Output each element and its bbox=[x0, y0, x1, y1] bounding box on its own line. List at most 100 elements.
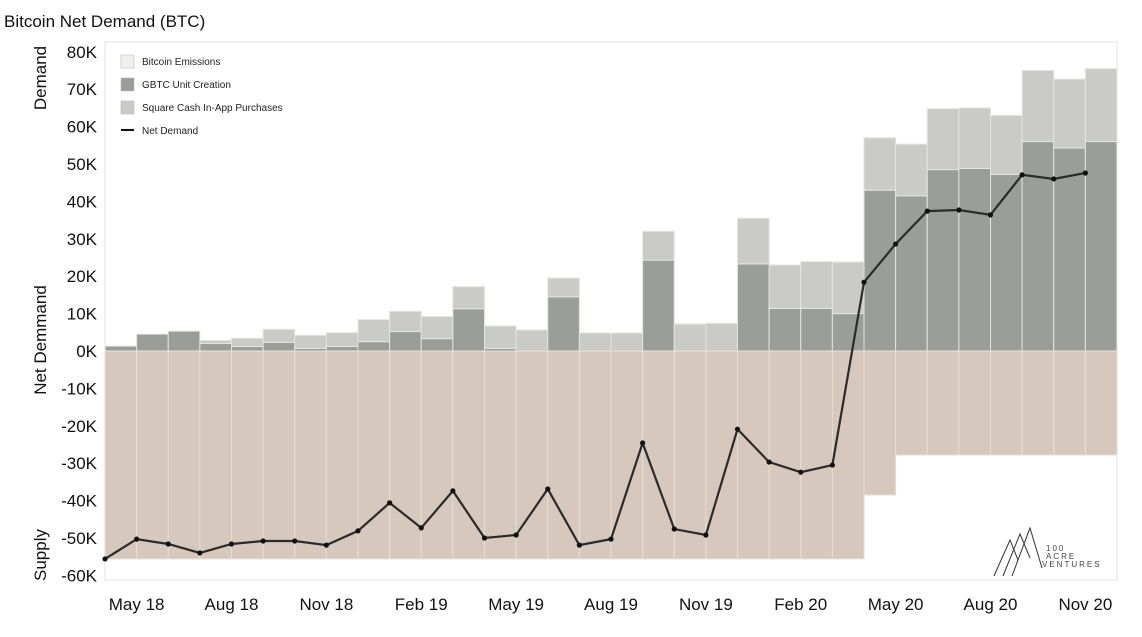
x-tick-label: May 18 bbox=[109, 595, 165, 614]
bar-square-cash bbox=[831, 261, 865, 315]
net-demand-line-layer bbox=[102, 170, 1088, 562]
x-tick-label: Nov 20 bbox=[1058, 595, 1112, 614]
net-demand-point bbox=[260, 538, 266, 544]
bar-bitcoin-emissions bbox=[104, 350, 138, 560]
svg-text:ACRE: ACRE bbox=[1046, 552, 1076, 561]
net-demand-point bbox=[893, 241, 899, 247]
bar-gbtc-unit-creation bbox=[389, 331, 422, 352]
net-demand-point bbox=[987, 212, 994, 218]
x-tick-label: Nov 19 bbox=[679, 595, 733, 614]
bar-gbtc-unit-creation bbox=[136, 333, 169, 352]
bar-bitcoin-emissions bbox=[958, 350, 991, 456]
y-tick-label: 80K bbox=[67, 43, 98, 62]
bar-gbtc-unit-creation bbox=[104, 345, 138, 352]
bar-gbtc-unit-creation bbox=[1021, 141, 1055, 352]
bar-bitcoin-emissions bbox=[895, 350, 928, 456]
y-tick-label: 0K bbox=[76, 342, 97, 361]
bar-gbtc-unit-creation bbox=[895, 195, 928, 352]
bar-gbtc-unit-creation bbox=[958, 167, 991, 352]
bar-gbtc-unit-creation bbox=[325, 346, 359, 352]
bar-gbtc-unit-creation bbox=[768, 307, 802, 352]
net-demand-point bbox=[956, 207, 962, 213]
net-demand-point bbox=[450, 488, 456, 494]
ylabel-supply: Supply bbox=[31, 529, 50, 581]
y-tick-label: -30K bbox=[61, 454, 98, 473]
net-demand-point bbox=[829, 462, 835, 468]
y-tick-label: 60K bbox=[67, 118, 98, 137]
bar-bitcoin-emissions bbox=[389, 350, 422, 560]
bar-bitcoin-emissions bbox=[357, 350, 391, 560]
net-demand-point bbox=[228, 541, 235, 547]
x-tick-label: Aug 20 bbox=[964, 595, 1018, 614]
y-tick-label: -50K bbox=[61, 529, 98, 548]
bar-square-cash bbox=[737, 217, 770, 265]
net-demand-point bbox=[576, 542, 582, 548]
net-demand-point bbox=[703, 532, 709, 538]
svg-text:VENTURES: VENTURES bbox=[1042, 560, 1102, 569]
legend-label: Square Cash In-App Purchases bbox=[142, 103, 283, 114]
y-tick-label: -20K bbox=[61, 417, 98, 436]
bar-gbtc-unit-creation bbox=[863, 189, 897, 352]
bar-bitcoin-emissions bbox=[737, 350, 770, 560]
bar-square-cash bbox=[705, 322, 738, 352]
legend: Bitcoin Emissions GBTC Unit Creation Squar… bbox=[120, 54, 283, 137]
net-demand-point bbox=[1019, 172, 1025, 178]
bar-square-cash bbox=[610, 332, 644, 352]
net-demand-point bbox=[355, 528, 361, 534]
net-demand-point bbox=[924, 208, 930, 214]
y-tick-label: -10K bbox=[61, 379, 98, 398]
bar-bitcoin-emissions bbox=[547, 350, 580, 560]
bar-square-cash bbox=[990, 114, 1023, 175]
bar-gbtc-unit-creation bbox=[737, 263, 770, 352]
y-tick-label: 70K bbox=[67, 80, 98, 99]
bar-bitcoin-emissions bbox=[578, 350, 612, 560]
bar-bitcoin-emissions bbox=[768, 350, 802, 560]
bar-gbtc-unit-creation bbox=[167, 330, 201, 352]
y-tick-label: 30K bbox=[67, 230, 98, 249]
bar-bitcoin-emissions bbox=[262, 350, 296, 560]
bar-bitcoin-emissions bbox=[325, 350, 359, 560]
legend-swatch bbox=[120, 100, 135, 115]
bar-square-cash bbox=[642, 230, 675, 261]
bar-bitcoin-emissions bbox=[990, 350, 1023, 456]
bar-square-cash bbox=[357, 319, 391, 343]
y-tick-label: 20K bbox=[67, 267, 98, 286]
bars-layer bbox=[104, 68, 1118, 560]
net-demand-point bbox=[1082, 170, 1088, 176]
bar-gbtc-unit-creation bbox=[199, 343, 232, 352]
bar-bitcoin-emissions bbox=[420, 350, 454, 560]
bar-square-cash bbox=[484, 325, 517, 349]
net-demand-point bbox=[861, 279, 867, 285]
bar-bitcoin-emissions bbox=[294, 350, 327, 560]
bar-bitcoin-emissions bbox=[452, 350, 485, 560]
bar-bitcoin-emissions bbox=[199, 350, 232, 560]
y-tick-label: -60K bbox=[61, 566, 98, 585]
net-demand-point bbox=[418, 525, 424, 531]
bar-square-cash bbox=[1021, 70, 1055, 143]
bar-bitcoin-emissions bbox=[800, 350, 833, 560]
net-demand-point bbox=[165, 541, 171, 547]
x-axis: May 18 Aug 18 Nov 18 Feb 19 May 19 Aug 19 Nov … bbox=[109, 595, 1113, 614]
legend-label: Bitcoin Emissions bbox=[142, 57, 220, 68]
bar-square-cash bbox=[389, 310, 422, 333]
bar-gbtc-unit-creation bbox=[1084, 141, 1118, 352]
net-demand-point bbox=[545, 486, 551, 492]
bar-bitcoin-emissions bbox=[610, 350, 644, 560]
bar-gbtc-unit-creation bbox=[231, 346, 264, 352]
bar-gbtc-unit-creation bbox=[800, 307, 833, 352]
net-demand-point bbox=[671, 526, 677, 532]
bar-square-cash bbox=[673, 323, 707, 352]
y-tick-label: -40K bbox=[61, 492, 98, 511]
y-tick-label: 10K bbox=[67, 305, 98, 324]
legend-label: GBTC Unit Creation bbox=[142, 80, 231, 91]
net-demand-point bbox=[134, 536, 140, 542]
legend-swatch bbox=[120, 54, 135, 69]
ylabel-demand: Demand bbox=[31, 46, 50, 110]
net-demand-point bbox=[766, 459, 772, 465]
bar-square-cash bbox=[547, 277, 580, 298]
x-tick-label: Aug 18 bbox=[205, 595, 259, 614]
bar-bitcoin-emissions bbox=[673, 350, 707, 560]
bar-square-cash bbox=[1053, 78, 1086, 149]
bar-square-cash bbox=[1084, 68, 1118, 143]
y-tick-label: 50K bbox=[67, 155, 98, 174]
